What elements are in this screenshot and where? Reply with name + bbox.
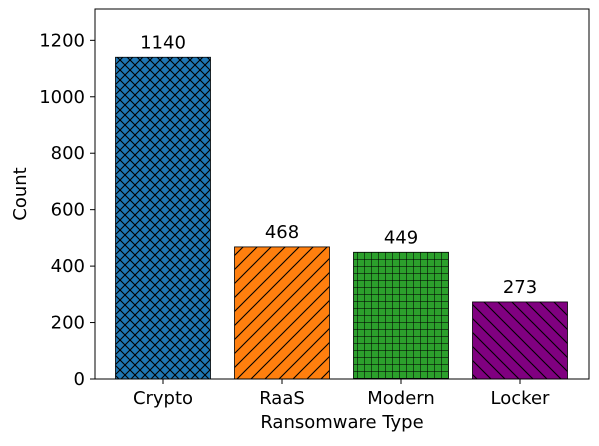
y-tick-label-1000: 1000	[39, 87, 85, 108]
x-tick-label-modern: Modern	[367, 388, 435, 409]
y-tick-label-1200: 1200	[39, 30, 85, 51]
bar-raas	[234, 246, 330, 380]
data-label-modern: 449	[384, 227, 418, 248]
data-label-crypto: 1140	[140, 32, 186, 53]
y-tick-label-600: 600	[51, 200, 85, 221]
x-tick-label-locker: Locker	[491, 388, 550, 409]
x-tick-label-raas: RaaS	[259, 388, 305, 409]
y-tick-label-400: 400	[51, 256, 85, 277]
bar-locker	[472, 301, 568, 380]
ticks-layer: Crypto RaaS Modern Locker 0 200 400 600 800 1000 1…	[39, 30, 550, 409]
y-tick-label-800: 800	[51, 143, 85, 164]
bar-crypto	[115, 56, 211, 380]
bar-modern	[353, 251, 449, 380]
plot-frame	[94, 8, 590, 380]
x-axis-title: Ransomware Type	[260, 412, 423, 433]
y-axis-title: Count	[10, 167, 31, 220]
data-labels-layer: 1140 468 449 273	[140, 32, 537, 298]
bars-layer	[115, 56, 568, 380]
x-tick-label-crypto: Crypto	[133, 388, 193, 409]
axes-layer	[94, 8, 590, 380]
data-label-raas: 468	[265, 222, 299, 243]
y-tick-label-0: 0	[74, 369, 85, 390]
y-tick-label-200: 200	[51, 313, 85, 334]
data-label-locker: 273	[503, 277, 537, 298]
